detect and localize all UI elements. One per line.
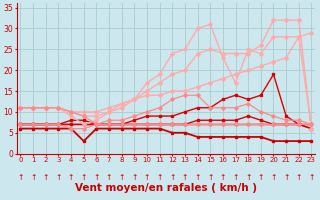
- Text: ↑: ↑: [182, 173, 188, 182]
- Text: ↑: ↑: [144, 173, 150, 182]
- Text: ↑: ↑: [232, 173, 239, 182]
- Text: ↑: ↑: [43, 173, 49, 182]
- Text: ↑: ↑: [283, 173, 289, 182]
- Text: ↑: ↑: [156, 173, 163, 182]
- Text: ↑: ↑: [118, 173, 125, 182]
- Text: ↑: ↑: [106, 173, 112, 182]
- X-axis label: Vent moyen/en rafales ( km/h ): Vent moyen/en rafales ( km/h ): [75, 183, 257, 193]
- Text: ↑: ↑: [220, 173, 226, 182]
- Text: ↑: ↑: [55, 173, 62, 182]
- Text: ↑: ↑: [93, 173, 100, 182]
- Text: ↑: ↑: [131, 173, 138, 182]
- Text: ↑: ↑: [296, 173, 302, 182]
- Text: ↑: ↑: [245, 173, 252, 182]
- Text: ↑: ↑: [195, 173, 201, 182]
- Text: ↑: ↑: [17, 173, 24, 182]
- Text: ↑: ↑: [68, 173, 74, 182]
- Text: ↑: ↑: [258, 173, 264, 182]
- Text: ↑: ↑: [270, 173, 277, 182]
- Text: ↑: ↑: [169, 173, 175, 182]
- Text: ↑: ↑: [30, 173, 36, 182]
- Text: ↑: ↑: [81, 173, 87, 182]
- Text: ↑: ↑: [308, 173, 315, 182]
- Text: ↑: ↑: [207, 173, 213, 182]
